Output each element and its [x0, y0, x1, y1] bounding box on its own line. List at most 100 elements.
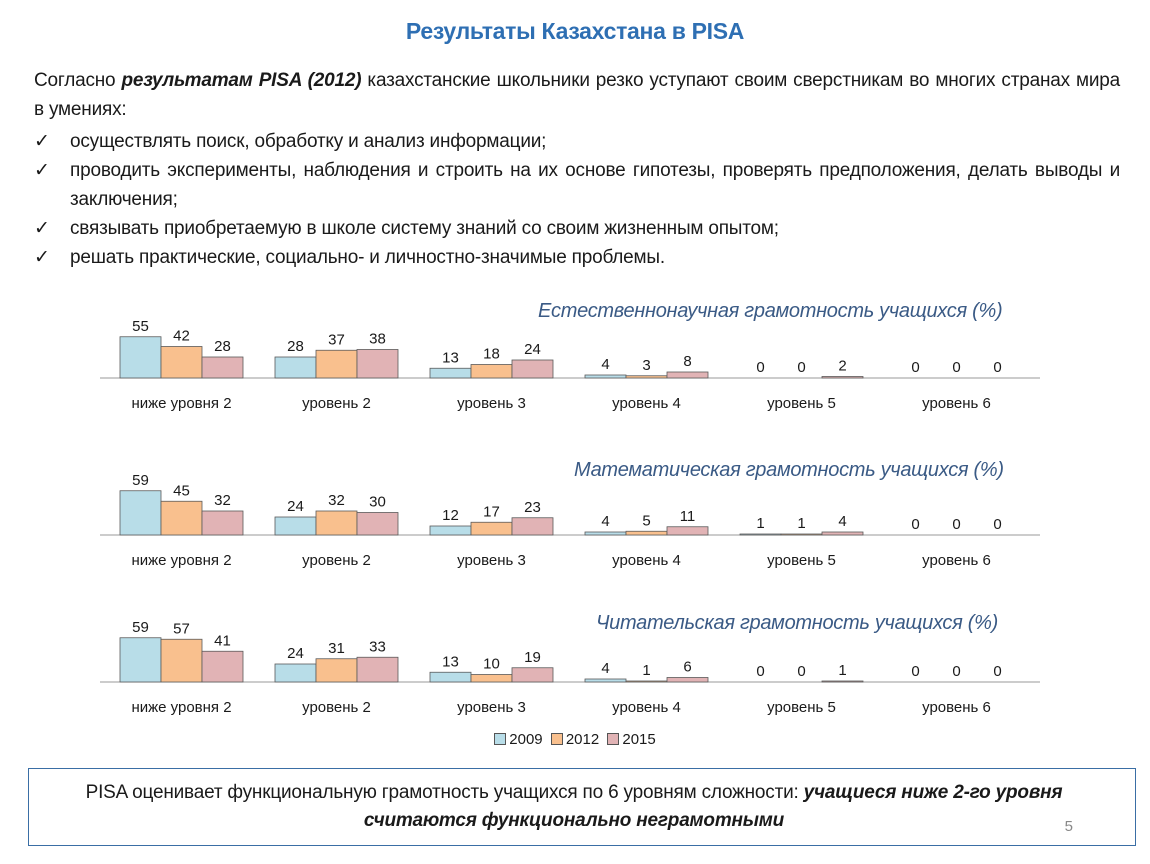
- data-label: 8: [683, 353, 691, 370]
- category-label: уровень 2: [302, 395, 371, 412]
- data-label: 13: [442, 349, 459, 366]
- legend-label: 2009: [509, 731, 543, 748]
- bar-2012: [625, 530, 668, 536]
- data-label: 28: [287, 338, 304, 355]
- bar-2009: [119, 336, 162, 379]
- data-label: 0: [952, 359, 960, 376]
- bar-2009: [274, 663, 317, 683]
- data-label: 10: [483, 656, 500, 673]
- bar-2009: [739, 533, 782, 536]
- bar-2015: [356, 656, 399, 683]
- bar-2015: [356, 512, 399, 536]
- bar-2009: [429, 671, 472, 683]
- legend-item: 2009: [494, 731, 543, 748]
- bar-2012: [470, 521, 513, 536]
- page-title: Результаты Казахстана в PISA: [405, 18, 745, 44]
- bar-2009: [274, 516, 317, 536]
- bar-2015: [201, 356, 244, 379]
- data-label: 1: [838, 662, 846, 679]
- data-label: 4: [838, 513, 846, 530]
- bar-2009: [119, 490, 162, 536]
- category-label: уровень 5: [767, 699, 836, 716]
- list-item: ✓ решать практические, социально- и личн…: [34, 243, 1120, 272]
- legend-swatch-2015: [607, 733, 620, 745]
- data-label: 6: [683, 659, 691, 676]
- data-label: 19: [524, 649, 541, 666]
- data-label: 24: [524, 341, 541, 358]
- bar-2012: [315, 349, 358, 379]
- data-label: 41: [214, 632, 231, 649]
- bar-2012: [625, 375, 668, 379]
- data-label: 0: [756, 359, 764, 376]
- data-label: 23: [524, 499, 541, 516]
- category-label: уровень 3: [457, 699, 526, 716]
- bar-2012: [315, 510, 358, 536]
- bar-2009: [429, 525, 472, 536]
- checkmark-icon: ✓: [34, 247, 50, 268]
- bar-2009: [584, 531, 627, 536]
- list-item: ✓ проводить эксперименты, наблюдения и с…: [34, 156, 1120, 214]
- list-item-text: решать практические, социально- и личнос…: [70, 247, 665, 268]
- data-label: 31: [328, 640, 345, 657]
- list-item-text: осуществлять поиск, обработку и анализ и…: [70, 131, 547, 152]
- list-item-text: связывать приобретаемую в школе систему …: [70, 218, 779, 239]
- science-literacy-chart: Естественнонаучная грамотность учащихся …: [100, 298, 1050, 438]
- legend-item: 2015: [607, 731, 656, 748]
- legend-label: 2012: [565, 731, 600, 748]
- data-label: 28: [214, 338, 231, 355]
- math-literacy-chart: Математическая грамотность учащихся (%) …: [100, 453, 1050, 593]
- data-label: 0: [952, 663, 960, 680]
- category-label: уровень 6: [922, 699, 991, 716]
- data-label: 11: [680, 508, 696, 525]
- data-label: 57: [173, 620, 190, 637]
- bar-2009: [429, 367, 472, 379]
- bar-2015: [511, 667, 554, 683]
- reading-literacy-chart: Читательская грамотность учащихся (%) 59…: [100, 600, 1050, 740]
- intro-paragraph: Согласно результатам PISA (2012) казахст…: [34, 66, 1120, 124]
- checkmark-icon: ✓: [34, 218, 50, 239]
- data-label: 0: [993, 359, 1001, 376]
- data-label: 0: [911, 663, 919, 680]
- bar-2012: [160, 500, 203, 536]
- data-label: 1: [797, 515, 805, 532]
- bar-2015: [821, 680, 864, 683]
- list-item-text: проводить эксперименты, наблюдения и стр…: [70, 160, 1120, 210]
- bar-2012: [470, 674, 513, 683]
- bar-2012: [315, 658, 358, 683]
- data-label: 4: [601, 356, 609, 373]
- data-label: 32: [214, 492, 231, 509]
- chart-title: Естественнонаучная грамотность учащихся …: [538, 300, 1003, 322]
- bar-2015: [356, 349, 399, 379]
- chart-title: Читательская грамотность учащихся (%): [596, 612, 998, 634]
- bar-2015: [666, 526, 709, 536]
- category-label: уровень 4: [612, 699, 681, 716]
- data-label: 0: [993, 663, 1001, 680]
- bar-2015: [666, 677, 709, 683]
- intro-text-end: казахстанские школьники резко уступают с…: [34, 70, 1120, 120]
- category-label: ниже уровня 2: [131, 552, 231, 569]
- list-item: ✓ осуществлять поиск, обработку и анализ…: [34, 127, 1120, 156]
- list-item: ✓ связывать приобретаемую в школе систем…: [34, 214, 1120, 243]
- bar-2012: [160, 346, 203, 379]
- data-label: 12: [442, 507, 459, 524]
- data-label: 0: [797, 359, 805, 376]
- data-label: 38: [369, 331, 386, 348]
- category-label: уровень 4: [612, 395, 681, 412]
- data-label: 4: [601, 513, 609, 530]
- intro-text-start: Согласно: [34, 70, 122, 91]
- data-label: 24: [287, 498, 304, 515]
- legend-label: 2015: [622, 731, 656, 748]
- data-label: 55: [132, 318, 149, 335]
- bar-2009: [119, 637, 162, 683]
- skills-list: ✓ осуществлять поиск, обработку и анализ…: [34, 127, 1120, 272]
- data-label: 59: [132, 472, 149, 489]
- intro-bold-source: результатам PISA (2012): [121, 70, 362, 91]
- data-label: 3: [642, 357, 650, 374]
- bar-2012: [780, 533, 823, 536]
- category-label: ниже уровня 2: [131, 395, 231, 412]
- category-label: уровень 3: [457, 395, 526, 412]
- data-label: 45: [173, 482, 190, 499]
- bar-2015: [821, 376, 864, 379]
- category-label: уровень 4: [612, 552, 681, 569]
